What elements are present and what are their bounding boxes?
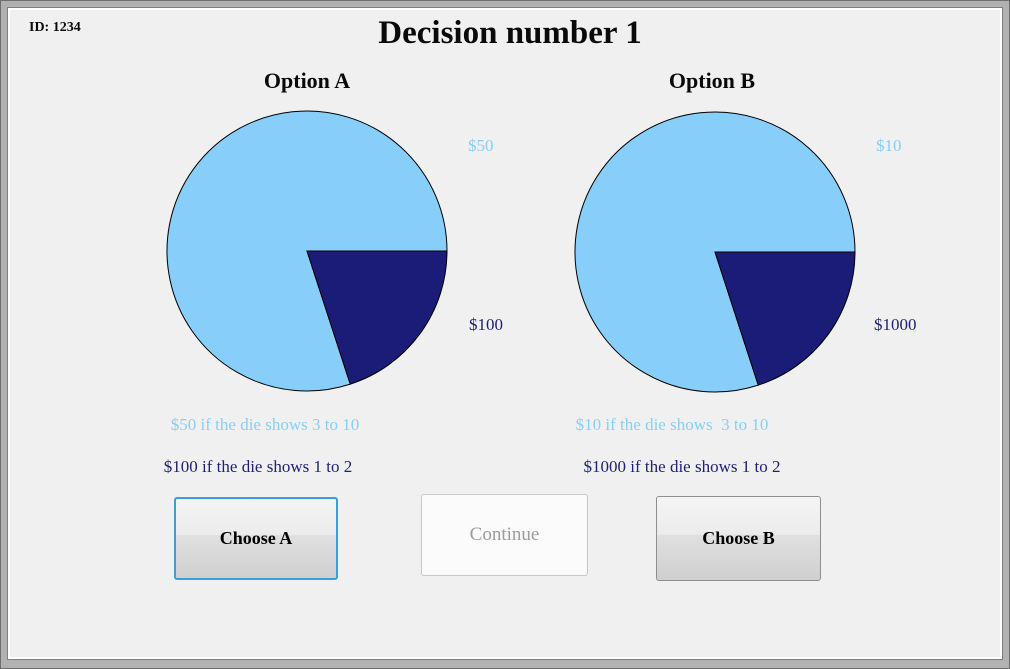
pie-chart-option-a xyxy=(166,110,448,392)
continue-button[interactable]: Continue xyxy=(421,494,588,576)
pie-slice-100 xyxy=(306,250,448,385)
page-title: Decision number 1 xyxy=(378,15,642,51)
option-a-low-prob-description: $100 if the die shows 1 to 2 xyxy=(163,457,353,476)
option-a-high-prob-description: $50 if the die shows 3 to 10 xyxy=(170,415,360,434)
option-a-title: Option A xyxy=(263,68,351,93)
pie-a-high-prob-payoff-label: $50 xyxy=(468,136,494,155)
option-b-high-prob-description: $10 if the die shows 3 to 10 xyxy=(575,415,769,434)
pie-slice-1000 xyxy=(714,251,856,386)
pie-a-low-prob-payoff-label: $100 xyxy=(469,315,503,334)
option-b-low-prob-description: $1000 if the die shows 1 to 2 xyxy=(583,457,781,476)
choose-b-button[interactable]: Choose B xyxy=(656,496,821,581)
pie-b-high-prob-payoff-label: $10 xyxy=(876,136,902,155)
participant-id-label: ID: 1234 xyxy=(29,20,81,35)
pie-chart-option-b xyxy=(574,111,856,393)
choose-a-button[interactable]: Choose A xyxy=(174,497,338,580)
pie-b-low-prob-payoff-label: $1000 xyxy=(874,315,917,334)
option-b-title: Option B xyxy=(668,68,756,93)
